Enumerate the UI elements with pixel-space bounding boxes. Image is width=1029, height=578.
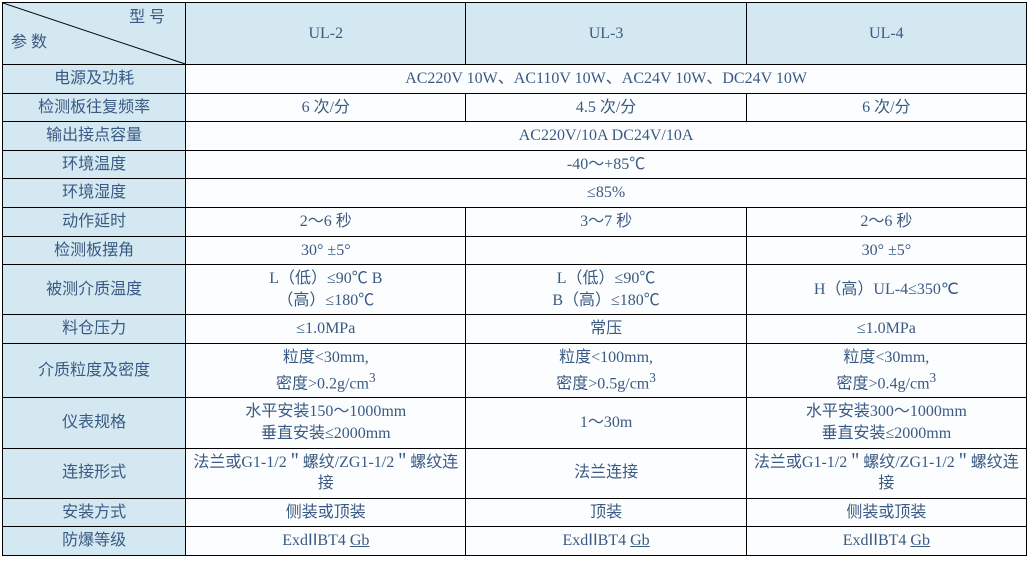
row-label: 电源及功耗 bbox=[3, 65, 186, 94]
row-label: 被测介质温度 bbox=[3, 265, 186, 315]
table-row: 检测板往复频率6 次/分4.5 次/分6 次/分 bbox=[3, 93, 1027, 122]
row-label: 环境温度 bbox=[3, 150, 186, 179]
diag-top-label: 型 号 bbox=[129, 7, 165, 29]
cell: 水平安装300～1000mm垂直安装≤2000mm bbox=[746, 398, 1026, 448]
row-label: 安装方式 bbox=[3, 498, 186, 527]
cell: ≤1.0MPa bbox=[186, 315, 466, 344]
table-row: 料仓压力≤1.0MPa常压≤1.0MPa bbox=[3, 315, 1027, 344]
table-row: 检测板摆角30° ±5°30° ±5° bbox=[3, 236, 1027, 265]
cell bbox=[466, 236, 746, 265]
row-label: 输出接点容量 bbox=[3, 122, 186, 151]
cell: 侧装或顶装 bbox=[746, 498, 1026, 527]
row-label: 料仓压力 bbox=[3, 315, 186, 344]
col-header-ul3: UL-3 bbox=[466, 3, 746, 65]
row-label: 检测板摆角 bbox=[3, 236, 186, 265]
cell-span: AC220V 10W、AC110V 10W、AC24V 10W、DC24V 10… bbox=[186, 65, 1027, 94]
cell: 粒度<30mm,密度>0.4g/cm3 bbox=[746, 343, 1026, 398]
table-row: 电源及功耗AC220V 10W、AC110V 10W、AC24V 10W、DC2… bbox=[3, 65, 1027, 94]
cell-span: ≤85% bbox=[186, 179, 1027, 208]
table-row: 环境温度-40～+85℃ bbox=[3, 150, 1027, 179]
cell: L（低）≤90℃B（高）≤180℃ bbox=[466, 265, 746, 315]
table-row: 连接形式法兰或G1-1/2＂螺纹/ZG1-1/2＂螺纹连接法兰连接法兰或G1-1… bbox=[3, 448, 1027, 498]
cell: L（低）≤90℃ B（高）≤180℃ bbox=[186, 265, 466, 315]
table-row: 介质粒度及密度粒度<30mm,密度>0.2g/cm3粒度<100mm,密度>0.… bbox=[3, 343, 1027, 398]
cell: 6 次/分 bbox=[746, 93, 1026, 122]
cell: 2～6 秒 bbox=[746, 207, 1026, 236]
cell: 30° ±5° bbox=[746, 236, 1026, 265]
table-row: 输出接点容量AC220V/10A DC24V/10A bbox=[3, 122, 1027, 151]
cell: 粒度<30mm,密度>0.2g/cm3 bbox=[186, 343, 466, 398]
cell: 6 次/分 bbox=[186, 93, 466, 122]
row-label: 环境湿度 bbox=[3, 179, 186, 208]
cell: 2～6 秒 bbox=[186, 207, 466, 236]
cell: 常压 bbox=[466, 315, 746, 344]
cell: ≤1.0MPa bbox=[746, 315, 1026, 344]
cell: H（高）UL-4≤350℃ bbox=[746, 265, 1026, 315]
row-label: 动作延时 bbox=[3, 207, 186, 236]
cell: ExdⅠⅠBT4 Gb bbox=[186, 527, 466, 556]
row-label: 检测板往复频率 bbox=[3, 93, 186, 122]
cell: 3～7 秒 bbox=[466, 207, 746, 236]
cell-span: -40～+85℃ bbox=[186, 150, 1027, 179]
col-header-ul4: UL-4 bbox=[746, 3, 1026, 65]
table-row: 仪表规格水平安装150～1000mm垂直安装≤2000mm1～30m水平安装30… bbox=[3, 398, 1027, 448]
header-row: 型 号 参 数 UL-2 UL-3 UL-4 bbox=[3, 3, 1027, 65]
cell: ExdⅠⅠBT4 Gb bbox=[746, 527, 1026, 556]
cell: 1～30m bbox=[466, 398, 746, 448]
table-row: 防爆等级ExdⅠⅠBT4 GbExdⅠⅠBT4 GbExdⅠⅠBT4 Gb bbox=[3, 527, 1027, 556]
cell: 侧装或顶装 bbox=[186, 498, 466, 527]
cell: 顶装 bbox=[466, 498, 746, 527]
row-label: 仪表规格 bbox=[3, 398, 186, 448]
cell: 法兰或G1-1/2＂螺纹/ZG1-1/2＂螺纹连接 bbox=[186, 448, 466, 498]
table-row: 动作延时2～6 秒3～7 秒2～6 秒 bbox=[3, 207, 1027, 236]
row-label: 介质粒度及密度 bbox=[3, 343, 186, 398]
cell: 30° ±5° bbox=[186, 236, 466, 265]
row-label: 连接形式 bbox=[3, 448, 186, 498]
table-row: 安装方式侧装或顶装顶装侧装或顶装 bbox=[3, 498, 1027, 527]
cell-span: AC220V/10A DC24V/10A bbox=[186, 122, 1027, 151]
cell: 法兰连接 bbox=[466, 448, 746, 498]
spec-table: 型 号 参 数 UL-2 UL-3 UL-4 电源及功耗AC220V 10W、A… bbox=[2, 2, 1027, 556]
cell: 水平安装150～1000mm垂直安装≤2000mm bbox=[186, 398, 466, 448]
cell: 4.5 次/分 bbox=[466, 93, 746, 122]
diag-bottom-label: 参 数 bbox=[11, 32, 47, 54]
col-header-ul2: UL-2 bbox=[186, 3, 466, 65]
cell: 法兰或G1-1/2＂螺纹/ZG1-1/2＂螺纹连接 bbox=[746, 448, 1026, 498]
table-row: 被测介质温度L（低）≤90℃ B（高）≤180℃L（低）≤90℃B（高）≤180… bbox=[3, 265, 1027, 315]
row-label: 防爆等级 bbox=[3, 527, 186, 556]
table-row: 环境湿度≤85% bbox=[3, 179, 1027, 208]
cell: ExdⅠⅠBT4 Gb bbox=[466, 527, 746, 556]
cell: 粒度<100mm,密度>0.5g/cm3 bbox=[466, 343, 746, 398]
diag-header-cell: 型 号 参 数 bbox=[3, 3, 186, 65]
